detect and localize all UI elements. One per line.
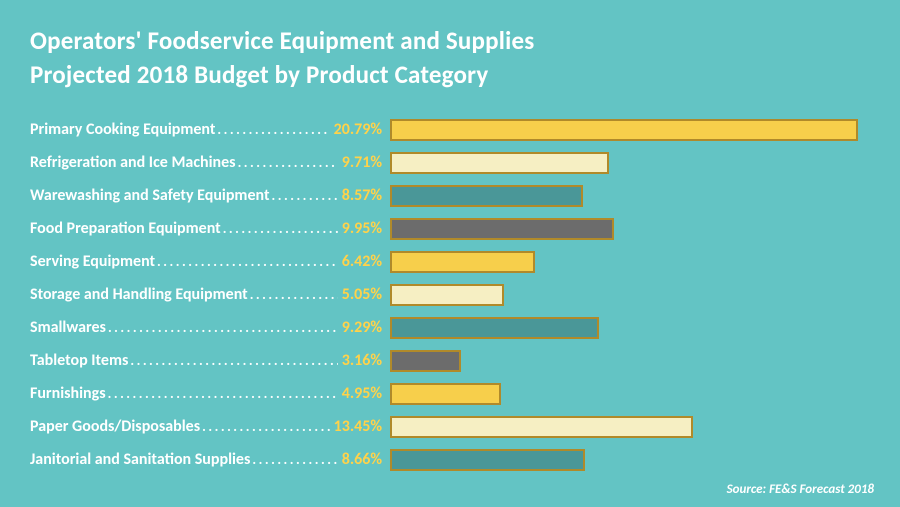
bar [390,383,501,405]
dot-leader [236,154,338,171]
row-percent: 20.79% [330,120,390,139]
row-label-wrap: Smallwares 9.29% [30,318,390,337]
dot-leader [269,187,337,204]
row-category: Food Preparation Equipment [30,219,221,238]
row-label-wrap: Food Preparation Equipment 9.95% [30,219,390,238]
row-label-wrap: Tabletop Items 3.16% [30,351,390,370]
row-category: Primary Cooking Equipment [30,120,215,139]
row-percent: 9.95% [338,219,390,238]
bar [390,317,599,339]
row-percent: 8.66% [338,450,390,469]
chart-row: Paper Goods/Disposables 13.45% [30,415,870,439]
row-category: Furnishings [30,384,106,403]
row-percent: 9.71% [338,153,390,172]
chart-row: Tabletop Items 3.16% [30,349,870,373]
row-category: Refrigeration and Ice Machines [30,153,236,172]
bar [390,218,614,240]
chart-title-line1: Operators' Foodservice Equipment and Sup… [30,25,534,56]
chart-row: Food Preparation Equipment 9.95% [30,217,870,241]
chart-row: Serving Equipment 6.42% [30,250,870,274]
dot-leader [248,286,338,303]
row-category: Storage and Handling Equipment [30,285,248,304]
chart-title: Operators' Foodservice Equipment and Sup… [30,24,870,92]
bar-track [390,416,870,438]
bar-track [390,284,870,306]
row-label-wrap: Serving Equipment 6.42% [30,252,390,271]
chart-row: Refrigeration and Ice Machines 9.71% [30,151,870,175]
bar [390,284,504,306]
bar-track [390,152,870,174]
bar [390,416,693,438]
dot-leader [155,253,338,270]
row-percent: 5.05% [338,285,390,304]
chart-row: Furnishings 4.95% [30,382,870,406]
bar-track [390,449,870,471]
dot-leader [221,220,338,237]
dot-leader [128,352,337,369]
dot-leader [215,121,329,138]
row-percent: 8.57% [338,186,390,205]
bar-track [390,119,870,141]
row-category: Janitorial and Sanitation Supplies [30,450,250,469]
chart-title-line2: Projected 2018 Budget by Product Categor… [30,59,488,90]
row-label-wrap: Warewashing and Safety Equipment 8.57% [30,186,390,205]
row-percent: 6.42% [338,252,390,271]
budget-bar-chart: Operators' Foodservice Equipment and Sup… [0,0,900,507]
row-percent: 3.16% [338,351,390,370]
chart-row: Smallwares 9.29% [30,316,870,340]
row-label-wrap: Storage and Handling Equipment 5.05% [30,285,390,304]
row-category: Warewashing and Safety Equipment [30,186,269,205]
row-percent: 13.45% [330,417,390,436]
bar [390,119,858,141]
bar [390,185,583,207]
row-category: Tabletop Items [30,351,128,370]
bar [390,449,585,471]
bar [390,251,535,273]
chart-row: Warewashing and Safety Equipment 8.57% [30,184,870,208]
bar-track [390,185,870,207]
row-label-wrap: Janitorial and Sanitation Supplies 8.66% [30,450,390,469]
bar-track [390,383,870,405]
row-category: Paper Goods/Disposables [30,417,200,436]
bar-track [390,317,870,339]
chart-row: Janitorial and Sanitation Supplies 8.66% [30,448,870,472]
chart-row: Primary Cooking Equipment 20.79% [30,118,870,142]
row-label-wrap: Primary Cooking Equipment 20.79% [30,120,390,139]
dot-leader [106,319,338,336]
chart-rows: Primary Cooking Equipment 20.79% Refrigera… [30,118,870,472]
chart-source: Source: FE&S Forecast 2018 [727,482,874,497]
row-percent: 9.29% [338,318,390,337]
row-label-wrap: Furnishings 4.95% [30,384,390,403]
row-label-wrap: Paper Goods/Disposables 13.45% [30,417,390,436]
dot-leader [250,451,337,468]
bar-track [390,218,870,240]
dot-leader [106,385,338,402]
bar [390,350,461,372]
row-category: Serving Equipment [30,252,155,271]
row-percent: 4.95% [338,384,390,403]
row-category: Smallwares [30,318,106,337]
chart-row: Storage and Handling Equipment 5.05% [30,283,870,307]
row-label-wrap: Refrigeration and Ice Machines 9.71% [30,153,390,172]
dot-leader [200,418,330,435]
bar-track [390,350,870,372]
bar-track [390,251,870,273]
bar [390,152,609,174]
